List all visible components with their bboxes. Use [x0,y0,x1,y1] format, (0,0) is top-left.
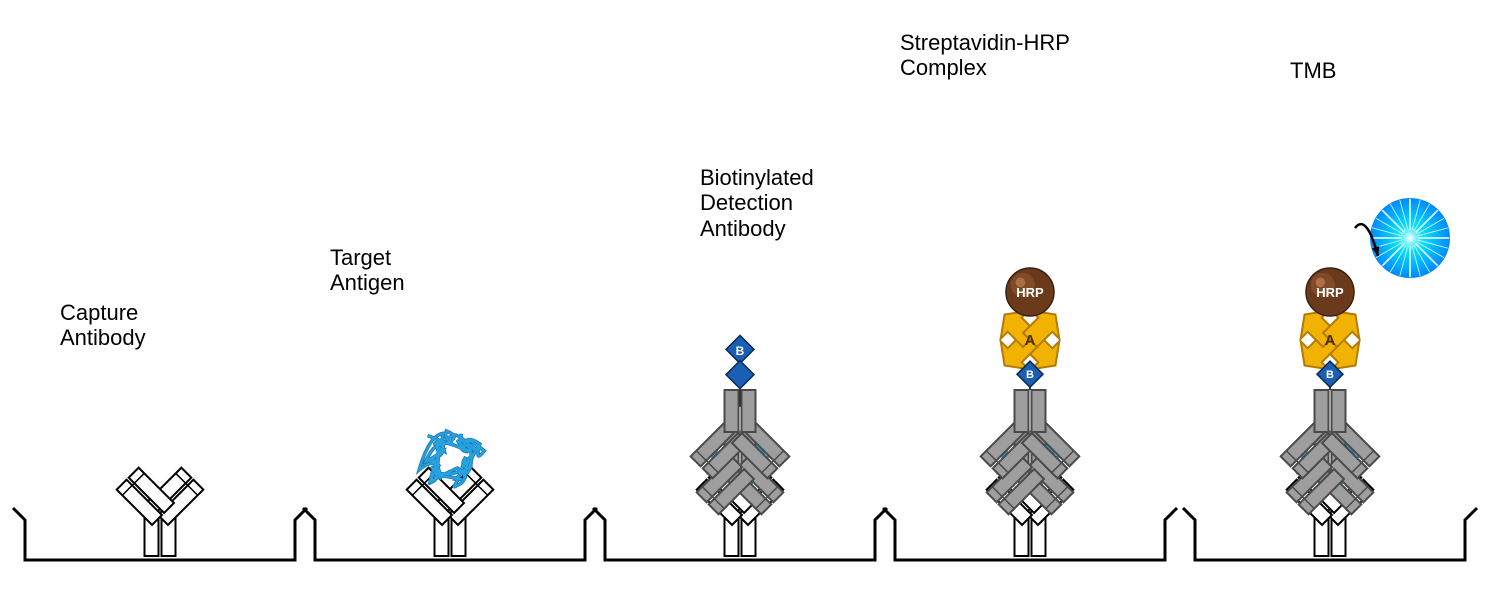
svg-text:A: A [1325,332,1336,349]
label-p4: Streptavidin-HRP Complex [900,30,1070,81]
svg-text:A: A [1025,332,1036,349]
svg-text:B: B [1326,369,1334,381]
svg-text:B: B [736,344,745,358]
svg-text:HRP: HRP [1016,285,1044,300]
svg-text:HRP: HRP [1316,285,1344,300]
diagram-root: B A B HRP A B HRP Capture Antibody Target Antige… [0,0,1500,600]
label-p1: Capture Antibody [60,300,146,351]
label-p5: TMB [1290,58,1336,83]
elisa-diagram-svg: B A B HRP A B HRP [0,0,1500,600]
label-p3: Biotinylated Detection Antibody [700,165,814,241]
svg-text:B: B [1026,369,1034,381]
label-p2: Target Antigen [330,245,405,296]
